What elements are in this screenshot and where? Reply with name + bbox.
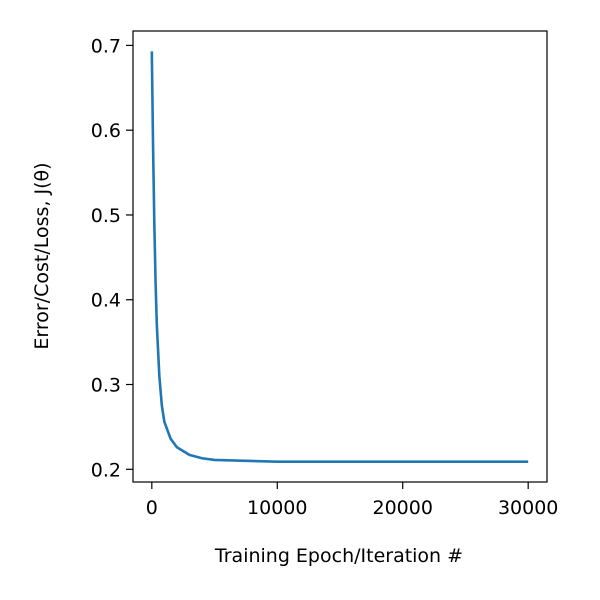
- y-tick-label: 0.4: [91, 290, 121, 312]
- x-axis-label: Training Epoch/Iteration #: [214, 545, 463, 567]
- x-tick-label: 20000: [373, 497, 433, 519]
- x-tick-label: 10000: [247, 497, 307, 519]
- y-tick-label: 0.2: [91, 459, 121, 481]
- plot-frame: [132, 30, 548, 483]
- x-tick-label: 0: [146, 497, 158, 519]
- y-tick-label: 0.7: [91, 35, 121, 57]
- x-tick-label: 30000: [498, 497, 558, 519]
- y-tick-label: 0.3: [91, 375, 121, 397]
- y-axis-label: Error/Cost/Loss, J(θ): [31, 162, 53, 349]
- y-tick-label: 0.5: [91, 205, 121, 227]
- y-tick-label: 0.6: [91, 120, 121, 142]
- loss-line: [150, 51, 529, 463]
